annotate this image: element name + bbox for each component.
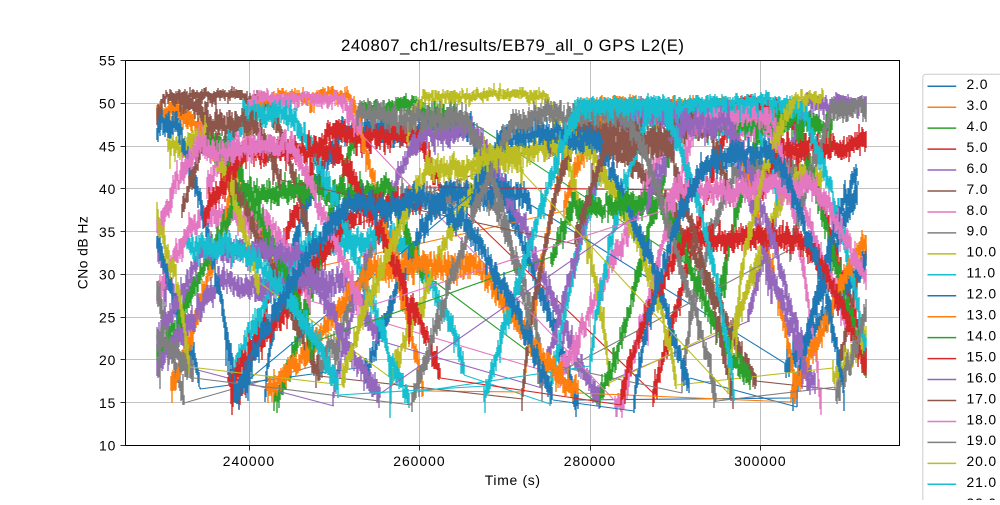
svg-text:18.0: 18.0 (967, 411, 997, 427)
svg-text:30: 30 (99, 267, 116, 283)
svg-text:35: 35 (99, 224, 116, 240)
svg-text:14.0: 14.0 (967, 327, 997, 343)
svg-text:2.0: 2.0 (967, 76, 989, 92)
svg-text:300000: 300000 (734, 453, 786, 469)
svg-text:Time (s): Time (s) (485, 472, 541, 488)
svg-text:45: 45 (99, 138, 116, 154)
svg-text:25: 25 (99, 309, 116, 325)
svg-text:13.0: 13.0 (967, 307, 997, 323)
svg-text:19.0: 19.0 (967, 432, 997, 448)
svg-text:7.0: 7.0 (967, 181, 989, 197)
svg-text:55: 55 (99, 53, 116, 69)
svg-text:11.0: 11.0 (967, 265, 996, 281)
svg-text:12.0: 12.0 (967, 286, 997, 302)
svg-text:10.0: 10.0 (967, 244, 997, 260)
svg-text:20: 20 (99, 352, 116, 368)
svg-text:40: 40 (99, 181, 116, 197)
svg-text:9.0: 9.0 (967, 223, 989, 239)
svg-text:3.0: 3.0 (967, 97, 989, 113)
svg-text:50: 50 (99, 96, 116, 112)
svg-text:15.0: 15.0 (967, 348, 997, 364)
svg-text:22.0: 22.0 (967, 495, 997, 500)
svg-text:8.0: 8.0 (967, 202, 989, 218)
svg-text:17.0: 17.0 (967, 390, 997, 406)
svg-text:4.0: 4.0 (967, 118, 989, 134)
svg-text:260000: 260000 (393, 453, 445, 469)
svg-text:6.0: 6.0 (967, 160, 989, 176)
svg-text:240000: 240000 (223, 453, 275, 469)
svg-text:CNo dB Hz: CNo dB Hz (75, 216, 91, 290)
svg-text:5.0: 5.0 (967, 139, 989, 155)
svg-text:21.0: 21.0 (967, 474, 997, 490)
svg-text:280000: 280000 (564, 453, 616, 469)
svg-text:10: 10 (99, 438, 116, 454)
svg-text:20.0: 20.0 (967, 453, 997, 469)
svg-text:240807_ch1/results/EB79_all_0: 240807_ch1/results/EB79_all_0 GPS L2(E) (341, 36, 685, 55)
svg-text:16.0: 16.0 (967, 369, 997, 385)
svg-text:15: 15 (99, 395, 116, 411)
